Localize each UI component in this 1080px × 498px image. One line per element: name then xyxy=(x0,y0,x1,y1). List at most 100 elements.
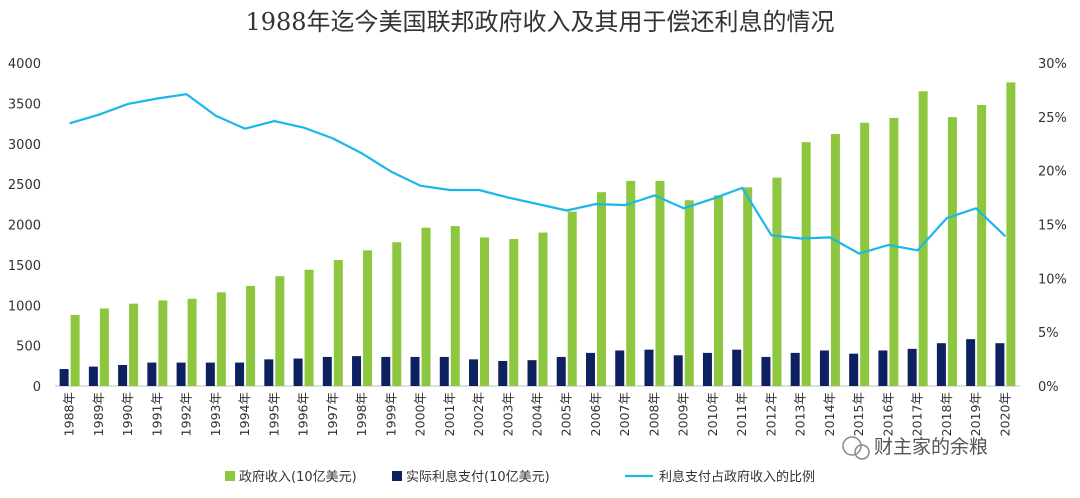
left-tick-label: 1000 xyxy=(8,299,41,314)
right-tick-label: 25% xyxy=(1038,111,1067,126)
legend-swatch xyxy=(392,471,402,481)
left-tick-label: 1500 xyxy=(8,259,41,274)
x-tick-label: 2009年 xyxy=(676,392,691,436)
x-tick-label: 1988年 xyxy=(62,392,77,436)
x-tick-label: 2001年 xyxy=(442,392,457,436)
revenue-bar xyxy=(216,292,226,386)
right-tick-label: 20% xyxy=(1038,165,1067,180)
interest-bar xyxy=(966,339,976,386)
left-tick-label: 3000 xyxy=(8,138,41,153)
x-tick-label: 1991年 xyxy=(149,392,164,436)
revenue-bar xyxy=(99,308,109,386)
revenue-bar xyxy=(772,177,782,386)
right-tick-label: 10% xyxy=(1038,272,1067,287)
x-tick-label: 1993年 xyxy=(208,392,223,436)
x-tick-label: 1996年 xyxy=(296,392,311,436)
x-tick-label: 2002年 xyxy=(471,392,486,436)
legend: 政府收入(10亿美元) 实际利息支付(10亿美元) 利息支付占政府收入的比例 xyxy=(225,469,815,485)
chart-title: 1988年迄今美国联邦政府收入及其用于偿还利息的情况 xyxy=(245,8,834,36)
x-tick-label: 2004年 xyxy=(530,392,545,436)
watermark: 财主家的余粮 xyxy=(842,436,988,460)
right-tick-label: 30% xyxy=(1038,57,1067,72)
interest-bar xyxy=(498,360,508,386)
x-tick-label: 1994年 xyxy=(237,392,252,436)
x-tick-label: 1990年 xyxy=(120,392,135,436)
right-tick-label: 0% xyxy=(1038,380,1059,395)
interest-bar xyxy=(205,362,215,386)
x-tick-label: 1999年 xyxy=(383,392,398,436)
revenue-bar xyxy=(596,192,606,386)
x-tick-label: 2007年 xyxy=(617,392,632,436)
interest-bar xyxy=(615,350,625,386)
x-tick-label: 2005年 xyxy=(559,392,574,436)
left-tick-label: 2500 xyxy=(8,178,41,193)
revenue-bar xyxy=(275,276,285,386)
interest-bar xyxy=(527,360,537,386)
x-tick-label: 2013年 xyxy=(793,392,808,436)
revenue-bar xyxy=(509,239,519,386)
revenue-bar xyxy=(421,227,431,386)
x-tick-label: 2017年 xyxy=(910,392,925,436)
interest-bar xyxy=(761,356,771,386)
interest-bar xyxy=(352,356,362,386)
revenue-bar xyxy=(684,200,694,386)
revenue-bar xyxy=(392,242,402,386)
revenue-bar xyxy=(801,142,811,386)
interest-bar xyxy=(88,366,98,386)
left-axis: 0 500 1000 1500 2000 2500 3000 3500 4000 xyxy=(8,57,1020,395)
interest-bar xyxy=(147,362,157,386)
revenue-bar xyxy=(70,314,80,386)
revenue-bar xyxy=(567,211,577,386)
interest-bar xyxy=(673,355,683,386)
interest-bar xyxy=(264,359,274,386)
x-tick-label: 2010年 xyxy=(705,392,720,436)
x-tick-label: 2016年 xyxy=(880,392,895,436)
x-tick-label: 2018年 xyxy=(939,392,954,436)
revenue-bar xyxy=(889,117,899,386)
interest-bar-series xyxy=(59,339,1005,386)
revenue-bar xyxy=(830,134,840,386)
wechat-icon xyxy=(842,436,862,456)
revenue-bar xyxy=(743,187,753,386)
x-tick-label: 2003年 xyxy=(500,392,515,436)
revenue-bar xyxy=(947,117,957,386)
interest-bar xyxy=(790,352,800,386)
interest-bar xyxy=(878,350,888,386)
interest-bar xyxy=(235,362,245,386)
interest-bar xyxy=(410,356,420,386)
left-tick-label: 500 xyxy=(16,340,41,355)
revenue-bar xyxy=(363,250,373,386)
revenue-bar xyxy=(1006,82,1016,386)
interest-bar xyxy=(907,348,917,386)
ratio-line-series xyxy=(69,93,1007,255)
x-tick-label: 2014年 xyxy=(822,392,837,436)
interest-bar xyxy=(59,369,69,386)
interest-bar xyxy=(995,343,1005,386)
revenue-bar xyxy=(187,298,197,386)
interest-bar xyxy=(469,359,479,386)
right-tick-label: 5% xyxy=(1038,326,1059,341)
right-tick-label: 15% xyxy=(1038,219,1067,234)
left-tick-label: 4000 xyxy=(8,57,41,72)
interest-bar xyxy=(819,350,829,386)
left-tick-label: 0 xyxy=(33,380,41,395)
revenue-bar xyxy=(538,232,548,386)
x-tick-label: 1989年 xyxy=(91,392,106,436)
revenue-bar xyxy=(480,237,490,386)
x-tick-label: 2020年 xyxy=(997,392,1012,436)
interest-bar xyxy=(381,356,391,386)
interest-bar xyxy=(556,356,566,386)
interest-bar xyxy=(439,356,449,386)
revenue-bar xyxy=(655,180,665,386)
interest-bar xyxy=(118,365,128,386)
revenue-bar xyxy=(450,226,460,386)
revenue-bar xyxy=(158,300,168,386)
legend-label: 政府收入(10亿美元) xyxy=(239,470,357,485)
x-tick-label: 2011年 xyxy=(734,392,749,436)
legend-swatch xyxy=(225,471,235,481)
revenue-bar xyxy=(129,303,139,386)
x-tick-label: 1995年 xyxy=(266,392,281,436)
left-tick-label: 3500 xyxy=(8,97,41,112)
right-axis: 0% 5% 10% 15% 20% 25% 30% xyxy=(1038,57,1067,395)
